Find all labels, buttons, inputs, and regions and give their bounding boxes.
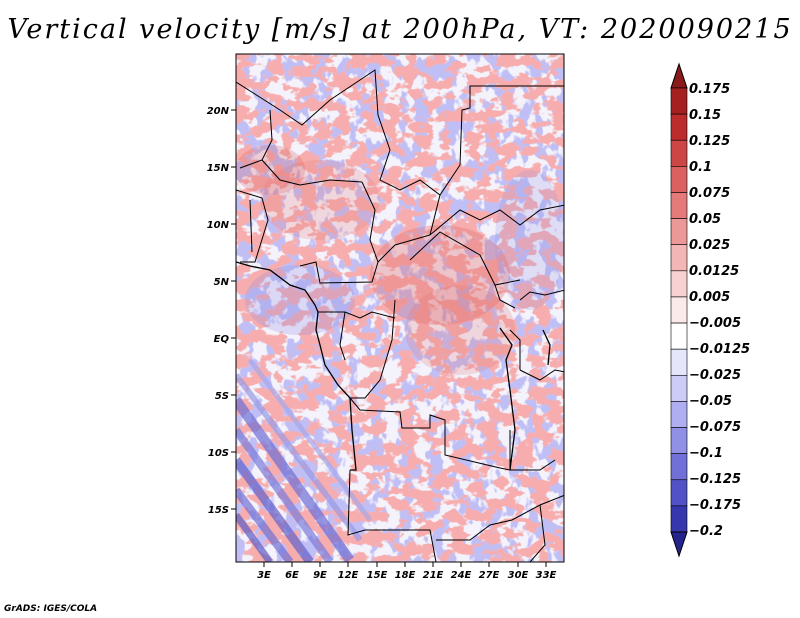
y-tick-label: 15S — [208, 505, 229, 516]
y-tick-label: 15N — [207, 163, 230, 174]
x-tick-label: 12E — [338, 570, 359, 581]
colorbar-swatch — [670, 427, 688, 454]
colorbar-label: 0.075 — [689, 186, 730, 201]
colorbar-swatch — [670, 244, 688, 272]
colorbar-label: −0.175 — [689, 498, 741, 513]
colorbar-label: 0.005 — [689, 290, 730, 305]
map-frame — [235, 53, 565, 563]
y-tick-label: 10S — [208, 448, 229, 459]
colorbar-swatch — [670, 87, 688, 115]
colorbar-swatch — [670, 479, 688, 507]
colorbar-swatch — [670, 270, 688, 298]
colorbar-label: 0.1 — [689, 160, 712, 175]
colorbar-swatch — [670, 322, 688, 350]
colorbar-label: −0.075 — [689, 420, 741, 435]
credit-text: GrADS: IGES/COLA — [4, 604, 98, 614]
colorbar-label: −0.025 — [689, 368, 741, 383]
y-tick-label: 20N — [207, 106, 230, 117]
y-tick-label: 5S — [215, 391, 229, 402]
colorbar-swatch — [670, 374, 688, 402]
country-borders — [236, 69, 564, 562]
x-tick-label: 30E — [508, 570, 529, 581]
colorbar-swatch — [670, 166, 688, 193]
colorbar-arrow-top — [670, 62, 688, 89]
x-tick-label: 27E — [479, 570, 500, 581]
colorbar-label: 0.0125 — [689, 264, 739, 279]
x-axis: 3E 6E 9E 12E 15E 18E 21E 24E 27E 30E 33E — [257, 562, 557, 581]
x-tick-label: 15E — [367, 570, 388, 581]
colorbar-label: 0.05 — [689, 212, 721, 227]
x-tick-label: 9E — [313, 570, 327, 581]
x-tick-label: 21E — [423, 570, 444, 581]
colorbar-arrow-bottom — [670, 531, 688, 558]
colorbar-label: −0.125 — [689, 472, 741, 487]
x-tick-label: 3E — [257, 570, 271, 581]
y-tick-label: EQ — [214, 334, 230, 345]
y-axis: 20N 15N 10N 5N EQ 5S 10S 15S — [207, 106, 236, 516]
colorbar-swatch — [670, 139, 688, 167]
colorbar-swatch — [670, 401, 688, 428]
y-tick-label: 5N — [214, 277, 230, 288]
colorbar-swatch — [670, 192, 688, 219]
x-tick-label: 6E — [285, 570, 299, 581]
colorbar-label: 0.125 — [689, 134, 730, 149]
x-tick-label: 18E — [395, 570, 416, 581]
colorbar-label: −0.005 — [689, 316, 741, 331]
x-tick-label: 33E — [536, 570, 557, 581]
y-tick-label: 10N — [207, 220, 230, 231]
colorbar-swatch — [670, 453, 688, 481]
colorbar-labels: 0.175 0.15 0.125 0.1 0.075 0.05 0.025 0.… — [689, 82, 750, 539]
colorbar-swatch — [670, 348, 688, 376]
colorbar-label: 0.175 — [689, 82, 730, 97]
colorbar-label: 0.15 — [689, 108, 721, 123]
colorbar-swatch — [670, 218, 688, 246]
colorbar — [670, 62, 688, 558]
colorbar-label: −0.05 — [689, 394, 732, 409]
map-title: Vertical velocity [m/s] at 200hPa, VT: 2… — [7, 14, 793, 45]
coastline — [236, 261, 551, 471]
colorbar-label: −0.2 — [689, 524, 723, 539]
colorbar-swatch — [670, 113, 688, 141]
colorbar-swatch — [670, 296, 688, 324]
colorbar-label: 0.025 — [689, 238, 730, 253]
colorbar-swatch — [670, 505, 688, 533]
x-tick-label: 24E — [451, 570, 472, 581]
velocity-field — [236, 54, 564, 562]
colorbar-label: −0.0125 — [689, 342, 750, 357]
colorbar-label: −0.1 — [689, 446, 723, 461]
